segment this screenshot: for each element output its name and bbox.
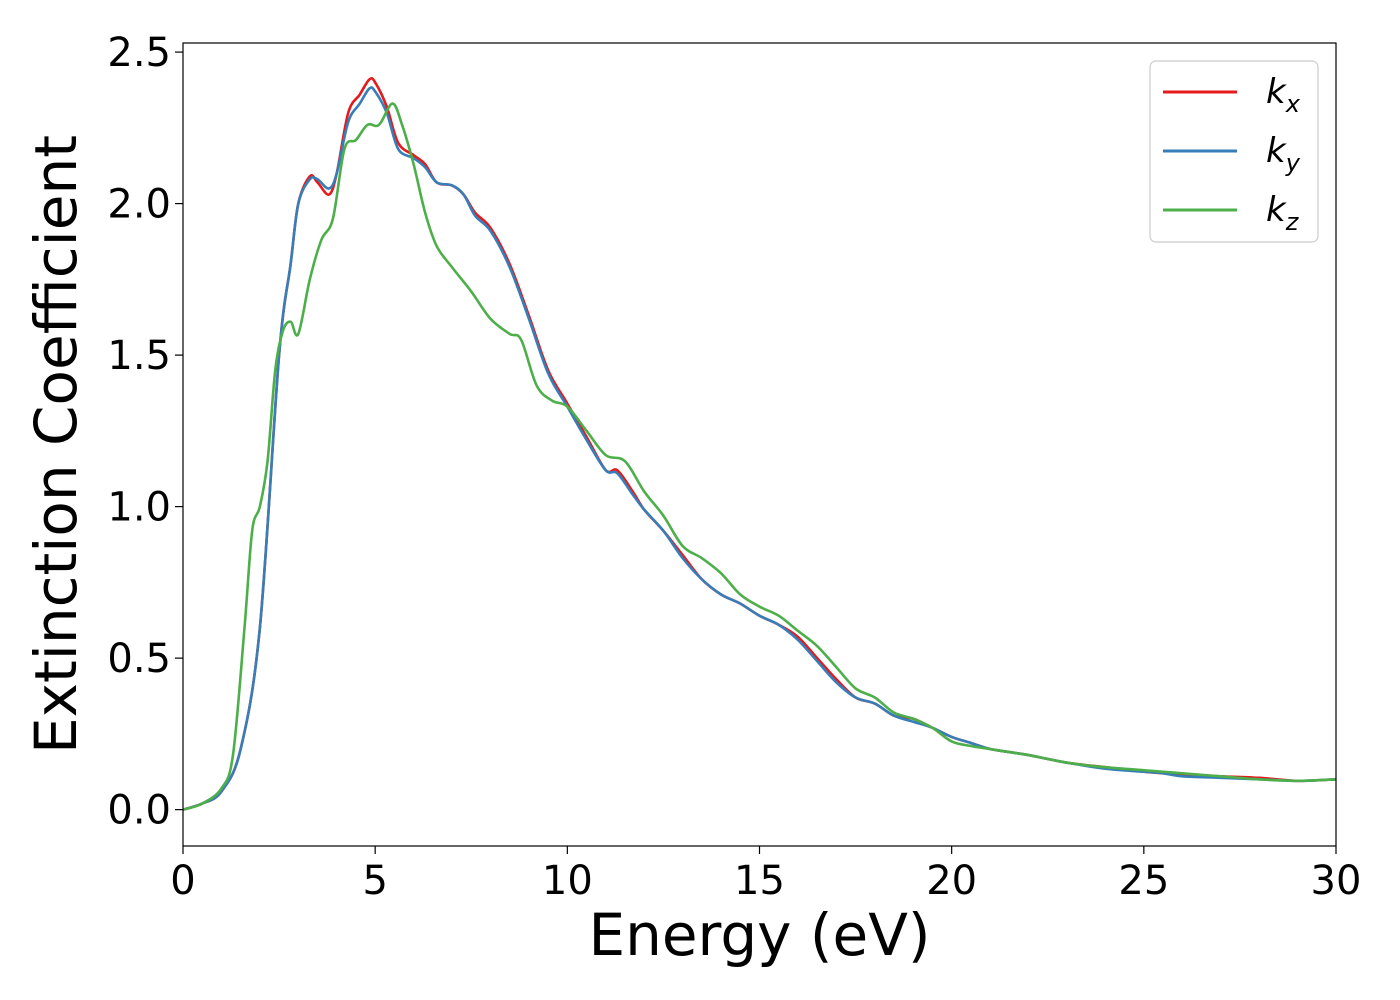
y-axis-ticks: 0.0 0.5 1.0 1.5 2.0 2.5 [107,30,183,834]
x-tick-label: 15 [734,858,785,904]
legend-label-subscript: z [1285,208,1300,236]
y-axis-title: Extinction Coefficient [22,135,90,754]
x-tick-label: 5 [362,858,387,904]
y-tick-label: 2.0 [107,182,171,228]
y-tick-label: 0.0 [107,788,171,834]
series-line-kz [182,102,1337,811]
x-tick-label: 0 [170,858,195,904]
plot-lines [182,76,1337,811]
y-tick-label: 1.0 [107,485,171,531]
legend-label-kx: kx [1266,72,1301,118]
x-axis-title: Energy (eV) [588,901,930,969]
legend-label-base: k [1266,131,1287,171]
x-tick-label: 30 [1311,858,1362,904]
legend-label-base: k [1266,72,1287,112]
x-tick-label: 25 [1118,858,1169,904]
legend-label-subscript: y [1285,149,1301,177]
legend-label-kz: kz [1266,190,1300,236]
y-tick-label: 0.5 [107,636,171,682]
x-tick-label: 20 [926,858,977,904]
x-tick-label: 10 [542,858,593,904]
legend-label-base: k [1266,190,1287,230]
x-axis-ticks: 0 5 10 15 20 25 30 [170,846,1361,904]
legend-label-subscript: x [1285,90,1301,118]
legend-label-ky: ky [1266,131,1301,177]
y-tick-label: 1.5 [107,333,171,379]
y-tick-label: 2.5 [107,30,171,76]
